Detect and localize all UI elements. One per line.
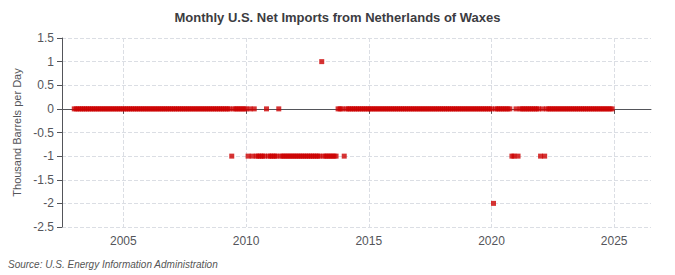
- svg-text:-2: -2: [43, 196, 54, 210]
- svg-text:2010: 2010: [233, 234, 260, 248]
- svg-text:-0.5: -0.5: [33, 126, 54, 140]
- svg-text:1: 1: [47, 55, 54, 69]
- svg-text:-1.5: -1.5: [33, 173, 54, 187]
- svg-text:-1: -1: [43, 149, 54, 163]
- svg-text:2020: 2020: [478, 234, 505, 248]
- svg-text:Source: U.S. Energy Informatio: Source: U.S. Energy Information Administ…: [8, 259, 218, 270]
- svg-text:Thousand Barrels per Day: Thousand Barrels per Day: [11, 68, 23, 197]
- svg-text:2025: 2025: [601, 234, 628, 248]
- svg-text:2005: 2005: [110, 234, 137, 248]
- svg-text:0.5: 0.5: [37, 78, 54, 92]
- svg-text:1.5: 1.5: [37, 31, 54, 45]
- svg-text:2015: 2015: [355, 234, 382, 248]
- svg-text:0: 0: [47, 102, 54, 116]
- svg-text:Monthly U.S. Net Imports from: Monthly U.S. Net Imports from Netherland…: [174, 10, 500, 25]
- svg-text:-2.5: -2.5: [33, 220, 54, 234]
